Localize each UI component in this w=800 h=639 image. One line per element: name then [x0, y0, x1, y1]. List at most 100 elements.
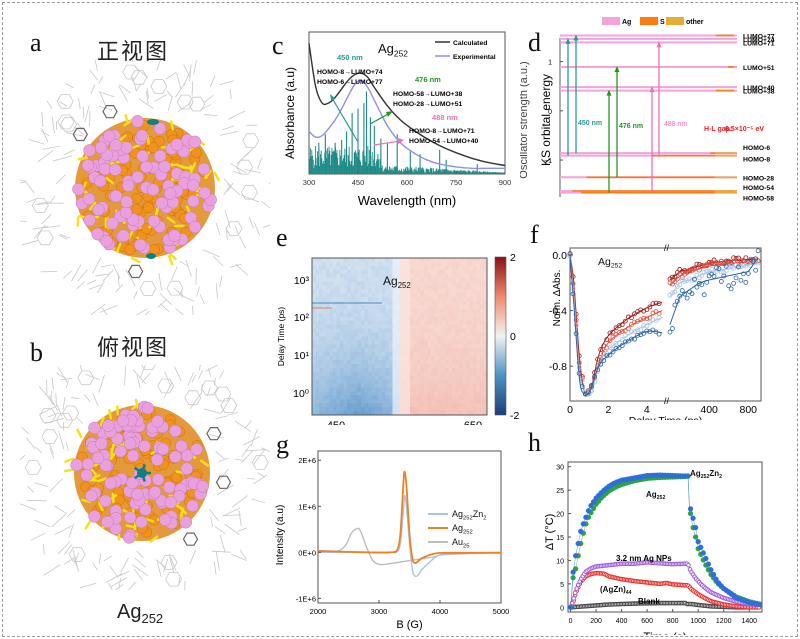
heatmap-cell: [343, 305, 348, 310]
heatmap-cell: [403, 261, 407, 267]
sulfur-bond: [166, 216, 176, 224]
ligand-bond: [209, 434, 224, 439]
heatmap-cell: [399, 363, 404, 369]
heatmap-cell: [473, 332, 477, 337]
heatmap-cell: [462, 348, 467, 353]
heatmap-cell: [347, 399, 351, 404]
heatmap-cell: [431, 336, 435, 341]
ligand-ring: [236, 159, 254, 175]
ligand-bond: [124, 365, 127, 386]
heatmap-cell: [480, 360, 484, 365]
ligand-bond: [214, 526, 226, 535]
y-tick-label: 5: [560, 582, 564, 589]
heatmap-cell: [434, 289, 439, 294]
heatmap-cell: [396, 258, 400, 263]
heatmap-cell: [347, 289, 351, 294]
heatmap-cell: [361, 367, 365, 373]
heatmap-cell: [462, 379, 467, 385]
heatmap-cell: [417, 273, 421, 279]
heatmap-cell: [322, 324, 327, 330]
sulfur-bond: [168, 255, 174, 266]
heatmap-cell: [322, 309, 327, 314]
heatmap-cell: [333, 285, 337, 290]
heatmap-cell: [357, 379, 362, 385]
data-point: [721, 260, 727, 266]
data-point: [694, 284, 700, 290]
heatmap-cell: [452, 387, 456, 392]
data-point: [598, 361, 604, 367]
heatmap-cell: [385, 336, 390, 341]
heatmap-cell: [315, 336, 320, 341]
heatmap-cell: [459, 289, 463, 294]
heatmap-cell: [399, 261, 404, 267]
heatmap-cell: [347, 371, 351, 377]
heatmap-cell: [424, 367, 428, 373]
heatmap-cell: [413, 407, 418, 412]
heatmap-cell: [476, 356, 481, 361]
heatmap-cell: [312, 312, 316, 318]
heatmap-cell: [413, 360, 418, 365]
heatmap-cell: [354, 340, 358, 345]
data-point: [696, 280, 702, 286]
data-point: [714, 265, 719, 271]
heatmap-cell: [329, 395, 334, 400]
heatmap-cell: [413, 309, 418, 314]
data-point: [723, 263, 729, 269]
heatmap-cell: [315, 348, 320, 353]
ligand-bond: [241, 450, 254, 463]
heatmap-cell: [466, 305, 470, 310]
heatmap-cell: [424, 265, 428, 271]
heatmap-cell: [434, 407, 439, 412]
heatmap-cell: [371, 403, 376, 408]
heatmap-cell: [417, 297, 421, 302]
heatmap-cell: [378, 391, 383, 396]
ag-atom: [131, 488, 144, 501]
ag-atom: [164, 496, 178, 509]
heatmap-cell: [371, 348, 376, 353]
heatmap-cell: [452, 356, 456, 361]
heatmap-cell: [399, 367, 404, 373]
heatmap-cell: [459, 379, 463, 385]
heatmap-cell: [319, 340, 323, 345]
heatmap-cell: [399, 383, 404, 389]
heatmap-cell: [441, 273, 446, 279]
heatmap-cell: [452, 277, 456, 283]
heatmap-cell: [399, 336, 404, 341]
heatmap-cell: [322, 332, 327, 337]
heatmap-cell: [315, 332, 320, 337]
heatmap-cell: [343, 363, 348, 369]
colorbar-tick-label: -2: [510, 410, 519, 422]
heatmap-cell: [434, 383, 439, 389]
heatmap-cell: [403, 265, 407, 271]
heatmap-cell: [378, 332, 383, 337]
ligand-bond: [145, 90, 149, 104]
heatmap-cell: [420, 344, 425, 349]
heatmap-cell: [399, 360, 404, 365]
annotation-450-arrow: [331, 97, 359, 143]
heatmap-cell: [315, 320, 320, 326]
heatmap-cell: [469, 261, 474, 267]
ligand-bond: [223, 507, 240, 517]
heatmap-cell: [427, 258, 432, 263]
heatmap-cell: [452, 293, 456, 298]
ligand-bond: [189, 64, 192, 82]
heatmap-cell: [410, 269, 414, 275]
heatmap-cell: [462, 281, 467, 286]
heatmap-cell: [389, 285, 393, 290]
data-point: [632, 311, 637, 317]
heatmap-cell: [455, 356, 460, 361]
heatmap-cell: [480, 399, 484, 404]
heatmap-cell: [385, 261, 390, 267]
heatmap-cell: [340, 387, 344, 392]
data-point: [638, 327, 644, 333]
ligand-ring-highlight: [215, 475, 232, 489]
legend-label-main: Ag: [452, 523, 463, 533]
heatmap-cell: [385, 387, 390, 392]
heatmap-cell: [459, 383, 463, 389]
heatmap-cell: [315, 363, 320, 369]
heatmap-cell: [350, 309, 355, 314]
heatmap-cell: [483, 403, 488, 408]
heatmap-cell: [361, 269, 365, 275]
ligand-bond: [88, 284, 102, 290]
heatmap-cell: [424, 360, 428, 365]
